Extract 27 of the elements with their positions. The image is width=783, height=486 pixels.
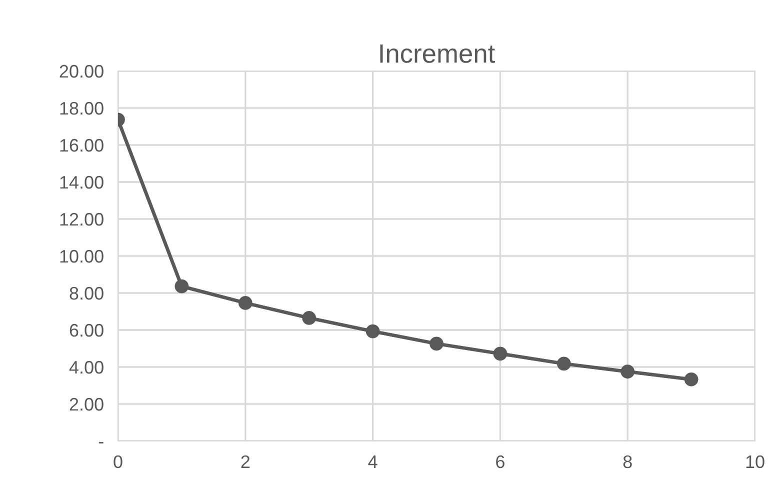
point [684, 372, 698, 386]
y-tick-label: 12.00 [60, 212, 104, 226]
point [238, 296, 252, 310]
point [556, 356, 571, 371]
y-tick-label: - [98, 442, 104, 444]
y-tick-label: 8.00 [70, 286, 104, 300]
point [366, 324, 380, 338]
chart-title: Increment [380, 44, 495, 63]
x-tick-label: 2 [241, 455, 250, 468]
y-tick-label: 16.00 [60, 138, 104, 152]
y-tick-label: 10.00 [60, 250, 104, 263]
x-tick-label: 6 [496, 455, 504, 468]
y-tick-label: 18.00 [60, 102, 104, 115]
y-tick-label: 14.00 [60, 176, 104, 189]
x-tick-label: 10 [746, 455, 764, 468]
point [493, 346, 508, 361]
x-tick-label: 8 [623, 455, 632, 468]
y-tick-label: 2.00 [70, 398, 104, 411]
y-tick-label: 6.00 [70, 324, 104, 337]
x-tick-label: 4 [368, 456, 378, 468]
y-tick-label: 20.00 [60, 64, 104, 78]
y-tick-label: 4.00 [69, 360, 104, 374]
point [620, 364, 635, 379]
point [302, 311, 316, 325]
point [430, 336, 444, 351]
x-tick-label: 0 [114, 455, 122, 468]
point [174, 279, 189, 294]
